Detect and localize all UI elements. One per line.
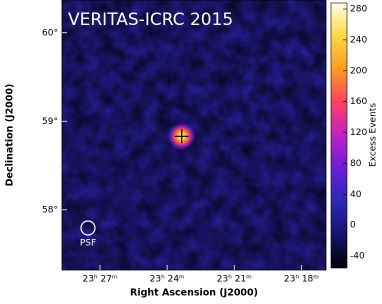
chart-title: VERITAS-ICRC 2015 bbox=[68, 10, 233, 30]
psf-label: PSF bbox=[80, 239, 96, 249]
x-tick-label: 23ʰ 27ᵐ bbox=[83, 275, 118, 285]
colorbar-tick-label: -40 bbox=[350, 252, 365, 262]
x-axis-label: Right Ascension (J2000) bbox=[130, 288, 258, 299]
colorbar-tick-label: 200 bbox=[350, 66, 367, 76]
colorbar-label: Excess Events bbox=[369, 103, 379, 167]
x-tick-label: 23ʰ 21ᵐ bbox=[217, 275, 252, 285]
y-tick-label: 58° bbox=[42, 205, 58, 215]
colorbar-tick-label: 0 bbox=[350, 221, 356, 231]
colorbar-tick-label: 280 bbox=[350, 5, 367, 15]
map bbox=[62, 0, 326, 270]
colorbar-tick-label: 40 bbox=[350, 190, 362, 200]
colorbar-tick-label: 80 bbox=[350, 159, 362, 169]
colorbar bbox=[330, 2, 348, 269]
x-tick-label: 23ʰ 24ᵐ bbox=[150, 275, 185, 285]
colorbar-tick-label: 240 bbox=[350, 35, 367, 45]
psf-circle bbox=[80, 220, 96, 236]
plot-frame bbox=[61, 0, 327, 271]
colorbar-tick-label: 160 bbox=[350, 97, 367, 107]
y-tick-label: 59° bbox=[42, 117, 58, 127]
colorbar-tick-label: 120 bbox=[350, 128, 367, 138]
y-tick-label: 60° bbox=[42, 28, 58, 38]
x-tick-label: 23ʰ 18ᵐ bbox=[284, 275, 319, 285]
y-axis-label: Declination (J2000) bbox=[5, 84, 16, 187]
